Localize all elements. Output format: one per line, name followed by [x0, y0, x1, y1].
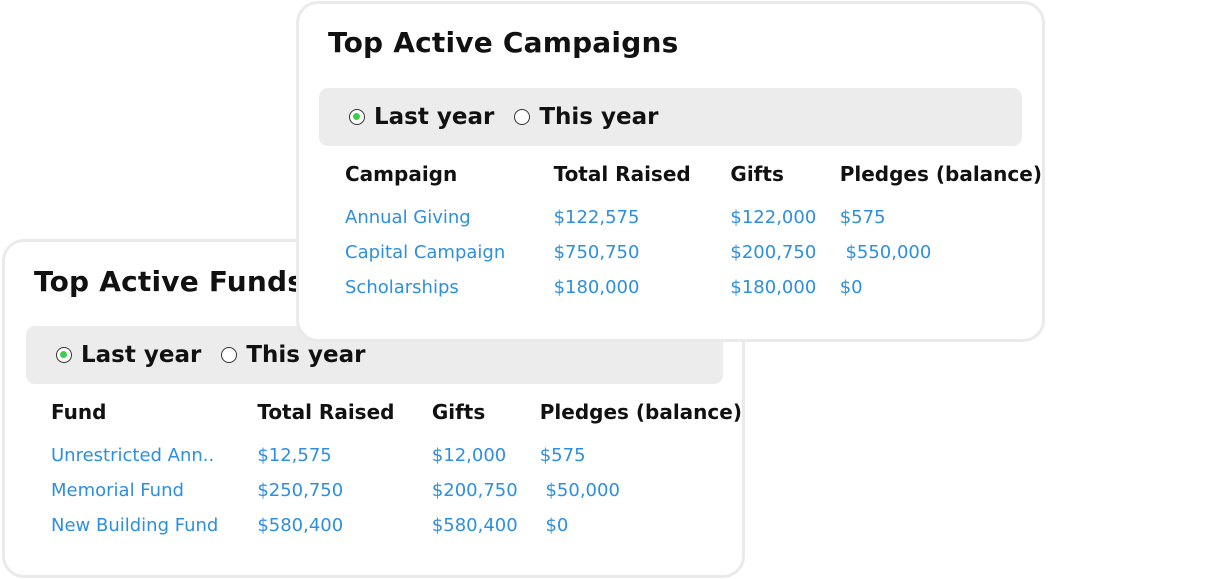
funds-last-year-option[interactable]: Last year	[56, 342, 201, 368]
table-row: Unrestricted Ann.. $12,575 $12,000 $575	[51, 438, 742, 473]
table-row: Annual Giving $122,575 $122,000 $575	[345, 200, 1042, 235]
pledges-cell: $575	[539, 445, 586, 466]
total-raised-cell: $122,575	[553, 207, 640, 228]
total-raised-cell: $750,750	[553, 242, 640, 263]
funds-last-year-radio[interactable]	[56, 347, 72, 363]
campaigns-table: Campaign Total Raised Gifts Pledges (bal…	[345, 162, 1042, 305]
column-header-campaign: Campaign	[345, 162, 458, 186]
gifts-cell: $580,400	[431, 515, 518, 536]
campaigns-period-toggle: Last year This year	[319, 88, 1022, 146]
column-header-gifts: Gifts	[730, 162, 784, 186]
campaigns-last-year-radio[interactable]	[349, 109, 365, 125]
table-row: New Building Fund $580,400 $580,400 $0	[51, 508, 742, 543]
campaigns-this-year-radio[interactable]	[514, 109, 531, 125]
funds-table-header: Fund Total Raised Gifts Pledges (balance…	[51, 400, 742, 438]
total-raised-cell: $12,575	[257, 445, 332, 466]
pledges-cell: $575	[839, 207, 886, 228]
pledges-cell: $0	[839, 277, 863, 298]
column-header-gifts: Gifts	[431, 400, 486, 424]
gifts-cell: $200,750	[431, 480, 518, 501]
funds-this-year-radio[interactable]	[221, 347, 238, 363]
total-raised-cell: $180,000	[553, 277, 640, 298]
funds-this-year-option[interactable]: This year	[221, 342, 365, 368]
campaigns-table-header: Campaign Total Raised Gifts Pledges (bal…	[345, 162, 1042, 200]
campaigns-last-year-label[interactable]: Last year	[374, 104, 495, 130]
funds-this-year-label[interactable]: This year	[246, 342, 366, 368]
campaign-name-link[interactable]: Capital Campaign	[345, 242, 506, 263]
campaign-name-link[interactable]: Scholarships	[345, 277, 459, 298]
campaigns-this-year-label[interactable]: This year	[539, 104, 659, 130]
total-raised-cell: $580,400	[257, 515, 344, 536]
column-header-total-raised: Total Raised	[553, 162, 691, 186]
campaigns-this-year-option[interactable]: This year	[514, 104, 658, 130]
campaign-name-link[interactable]: Annual Giving	[345, 207, 471, 228]
funds-card-title: Top Active Funds	[34, 265, 305, 298]
column-header-pledges: Pledges (balance)	[839, 162, 1042, 186]
column-header-fund: Fund	[51, 400, 107, 424]
pledges-cell: $50,000	[539, 480, 620, 501]
column-header-total-raised: Total Raised	[257, 400, 395, 424]
pledges-cell: $0	[539, 515, 569, 536]
campaigns-last-year-option[interactable]: Last year	[349, 104, 494, 130]
gifts-cell: $12,000	[431, 445, 507, 466]
fund-name-link[interactable]: New Building Fund	[51, 515, 219, 536]
gifts-cell: $200,750	[730, 242, 817, 263]
top-active-campaigns-card: Top Active Campaigns Last year This year…	[296, 1, 1045, 342]
column-header-pledges: Pledges (balance)	[539, 400, 742, 424]
fund-name-link[interactable]: Memorial Fund	[51, 480, 184, 501]
campaigns-card-title: Top Active Campaigns	[328, 26, 679, 59]
table-row: Scholarships $180,000 $180,000 $0	[345, 270, 1042, 305]
table-row: Capital Campaign $750,750 $200,750 $550,…	[345, 235, 1042, 270]
gifts-cell: $122,000	[730, 207, 817, 228]
total-raised-cell: $250,750	[257, 480, 344, 501]
gifts-cell: $180,000	[730, 277, 817, 298]
fund-name-link[interactable]: Unrestricted Ann..	[51, 445, 215, 466]
funds-last-year-label[interactable]: Last year	[81, 342, 202, 368]
funds-table: Fund Total Raised Gifts Pledges (balance…	[51, 400, 742, 543]
pledges-cell: $550,000	[839, 242, 932, 263]
table-row: Memorial Fund $250,750 $200,750 $50,000	[51, 473, 742, 508]
